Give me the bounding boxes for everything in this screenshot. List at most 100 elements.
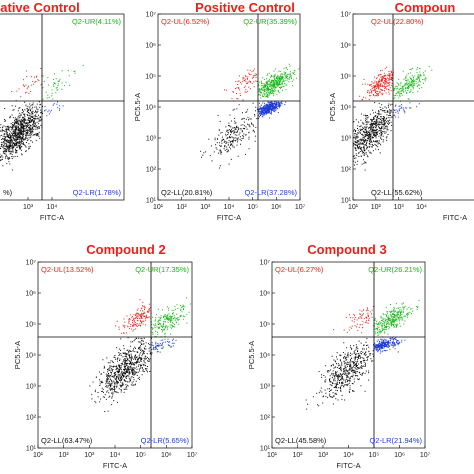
flow-panel-2: Positive Control 10¹ 10² 10³ 10⁴ 10⁵ 10⁶ 10⁷ 10¹… — [133, 0, 306, 222]
events-ul — [333, 306, 375, 334]
y-axis-label: PC5.5-A — [247, 341, 256, 369]
x-tick-label: 10³ — [23, 204, 34, 211]
events-ur — [393, 66, 433, 102]
scatter-points — [305, 299, 425, 410]
y-axis-label: PC5.5-A — [328, 93, 337, 121]
x-tick-label: 10⁶ — [161, 452, 172, 459]
events-lr — [44, 101, 64, 117]
events-ll — [0, 101, 43, 171]
events-ll — [200, 102, 259, 169]
panel-title: Positive Control — [195, 0, 295, 15]
quadrant-label-ur: Q2-UR(17.35%) — [135, 265, 189, 274]
panel-title: ative Control — [0, 0, 79, 15]
x-axis-label: FITC-A — [103, 461, 127, 470]
plot-frame — [0, 13, 125, 201]
quadrant-label-ll: Q2-LL(63.47%) — [41, 436, 93, 445]
y-tick-label: 10⁷ — [146, 12, 157, 19]
events-ul — [359, 66, 394, 101]
events-lr — [374, 337, 406, 354]
x-tick-label: 10⁶ — [394, 452, 405, 459]
quadrant-label-ur: Q2-UR(4.11%) — [72, 17, 122, 26]
scatter-points — [0, 64, 84, 171]
x-tick-label: 10³ — [200, 204, 211, 211]
quadrant-label-lr: Q2-LR(37.28%) — [244, 188, 297, 197]
events-lr — [393, 102, 420, 118]
y-tick-label: 10³ — [146, 136, 157, 143]
events-ur — [374, 299, 425, 338]
y-axis-label: PC5.5-A — [13, 341, 22, 369]
events-ur — [151, 297, 191, 338]
quadrant-label-lr: Q2-LR(1.78%) — [73, 188, 122, 197]
y-tick-label: 10¹ — [26, 446, 37, 453]
y-tick-label: 10³ — [341, 136, 352, 143]
x-tick-label: 10⁷ — [295, 204, 306, 211]
y-tick-label: 10⁶ — [25, 291, 36, 298]
y-tick-label: 10³ — [26, 384, 37, 391]
y-tick-label: 10² — [341, 167, 352, 174]
events-ll — [89, 337, 152, 412]
x-axis-label: FITC-A — [217, 213, 241, 222]
y-tick-label: 10⁵ — [145, 74, 156, 81]
quadrant-label-ul: Q2-UL(6.27%) — [275, 265, 324, 274]
events-lr — [151, 338, 177, 354]
x-tick-label: 10⁴ — [224, 204, 235, 211]
y-tick-label: 10⁴ — [145, 105, 156, 112]
x-tick-label: 10⁴ — [110, 452, 121, 459]
x-tick-label: 10⁶ — [271, 204, 282, 211]
quadrant-label-ur: Q2-UR(35.39%) — [243, 17, 297, 26]
y-tick-label: 10⁵ — [25, 322, 36, 329]
x-tick-label: 10⁷ — [187, 452, 198, 459]
events-ll — [305, 338, 375, 410]
x-axis-label: FITC-A — [443, 213, 467, 222]
scatter-points — [89, 297, 191, 412]
x-tick-label: 10⁵ — [369, 452, 380, 459]
events-ll — [353, 102, 394, 171]
x-axis-label: FITC-A — [336, 461, 360, 470]
x-tick-label: 10⁴ — [343, 452, 354, 459]
quadrant-label-ul: Q2-UL(22.80%) — [371, 17, 424, 26]
x-tick-label: 10³ — [394, 204, 405, 211]
y-tick-label: 10⁴ — [340, 105, 351, 112]
y-tick-label: 10² — [260, 415, 271, 422]
quadrant-label-ll: Q2-LL(45.58%) — [275, 436, 327, 445]
x-tick-label: 10⁷ — [420, 452, 431, 459]
x-tick-label: 10³ — [318, 452, 329, 459]
flow-panel-4: Compound 2 10¹ 10² 10³ 10⁴ 10⁵ 10⁶ 10⁷ 10¹ 10² 10³… — [13, 242, 198, 470]
plot-frame — [157, 13, 301, 201]
quadrant-label-ll: Q2-LL(20.81%) — [161, 188, 213, 197]
events-ul — [224, 68, 258, 102]
y-axis-label: PC5.5-A — [133, 93, 142, 121]
y-tick-label: 10⁵ — [259, 322, 270, 329]
quadrant-label-ll: Q2-LL(55.62%) — [371, 188, 423, 197]
y-tick-label: 10⁴ — [259, 353, 270, 360]
y-tick-label: 10⁵ — [340, 74, 351, 81]
y-tick-label: 10⁷ — [26, 260, 37, 267]
quadrant-label-ll: %) — [3, 188, 13, 197]
events-ul — [11, 68, 43, 101]
x-tick-label: 10⁵ — [135, 452, 146, 459]
x-tick-label: 10⁵ — [247, 204, 258, 211]
y-tick-label: 10⁴ — [25, 353, 36, 360]
quadrant-label-lr: Q2-LR(5.65%) — [141, 436, 190, 445]
events-ul — [115, 299, 152, 334]
y-tick-label: 10¹ — [260, 446, 271, 453]
x-tick-label: 10⁴ — [416, 204, 427, 211]
x-tick-label: 10² — [292, 452, 303, 459]
x-tick-label: 10⁴ — [47, 204, 58, 211]
plot-frame — [352, 13, 474, 201]
y-tick-label: 10⁷ — [341, 12, 352, 19]
quadrant-label-lr: Q2-LR(21.94%) — [369, 436, 422, 445]
x-tick-label: 10² — [59, 452, 70, 459]
flow-panel-5: Compound 3 10¹ 10² 10³ 10⁴ 10⁵ 10⁶ 10⁷ 10¹ 10² 10³… — [247, 242, 431, 470]
events-ur — [258, 63, 300, 102]
x-tick-label: 10¹ — [348, 204, 359, 211]
x-tick-label: 10¹ — [153, 204, 164, 211]
x-axis-label: FITC-A — [40, 213, 64, 222]
y-tick-label: 10¹ — [146, 198, 157, 205]
y-tick-label: 10⁶ — [145, 43, 156, 50]
x-tick-label: 10³ — [84, 452, 95, 459]
x-tick-label: 10¹ — [267, 452, 278, 459]
flow-panel-1: ative Control 10³ 10⁴ FITC-A Q2-UR(4.11%)%) Q… — [0, 0, 125, 222]
x-tick-label: 10² — [177, 204, 188, 211]
